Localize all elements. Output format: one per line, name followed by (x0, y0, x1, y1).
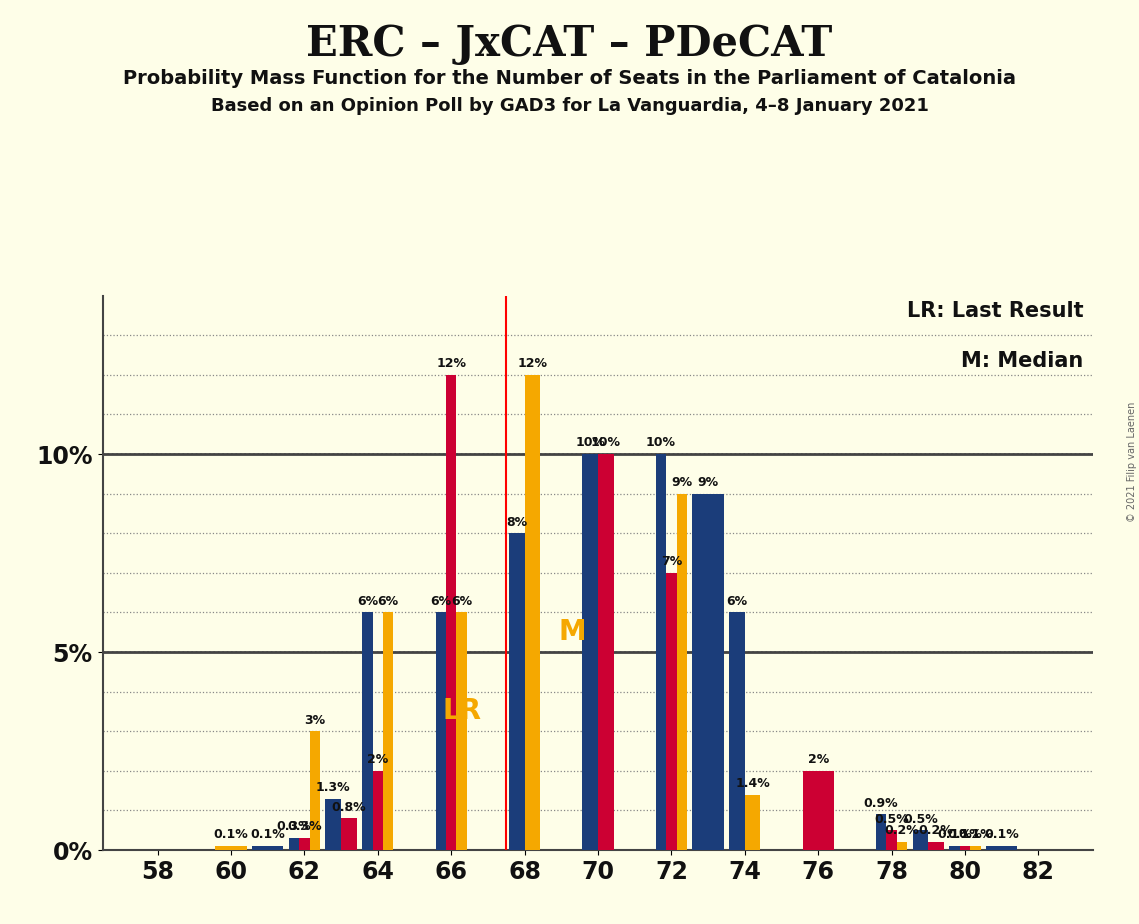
Text: 9%: 9% (671, 476, 693, 489)
Bar (876, 814, 886, 850)
Bar (457, 613, 467, 850)
Text: M: Median: M: Median (961, 351, 1083, 371)
Bar (986, 846, 1017, 850)
Text: LR: Last Result: LR: Last Result (907, 301, 1083, 322)
Bar (289, 838, 300, 850)
Text: 0.9%: 0.9% (863, 796, 899, 809)
Bar (928, 842, 944, 850)
Text: 6%: 6% (727, 595, 747, 608)
Text: 0.8%: 0.8% (331, 801, 366, 814)
Text: 8%: 8% (506, 516, 527, 529)
Text: ERC – JxCAT – PDeCAT: ERC – JxCAT – PDeCAT (306, 23, 833, 65)
Bar (803, 771, 834, 850)
Text: Based on an Opinion Poll by GAD3 for La Vanguardia, 4–8 January 2021: Based on an Opinion Poll by GAD3 for La … (211, 97, 928, 115)
Text: 6%: 6% (378, 595, 399, 608)
Bar (435, 613, 446, 850)
Text: 2%: 2% (808, 753, 829, 766)
Bar (372, 771, 383, 850)
Bar (886, 831, 896, 850)
Bar (383, 613, 393, 850)
Text: 0.1%: 0.1% (984, 829, 1019, 842)
Text: 0.1%: 0.1% (937, 829, 972, 842)
Bar (525, 375, 540, 850)
Text: 9%: 9% (697, 476, 719, 489)
Bar (252, 846, 284, 850)
Bar (582, 454, 598, 850)
Text: 0.2%: 0.2% (919, 824, 953, 837)
Bar (326, 798, 341, 850)
Bar (970, 846, 981, 850)
Bar (310, 731, 320, 850)
Bar (729, 613, 745, 850)
Text: © 2021 Filip van Laenen: © 2021 Filip van Laenen (1126, 402, 1137, 522)
Text: 2%: 2% (367, 753, 388, 766)
Text: 6%: 6% (431, 595, 451, 608)
Bar (300, 838, 310, 850)
Bar (656, 454, 666, 850)
Text: 10%: 10% (646, 436, 675, 449)
Bar (509, 533, 525, 850)
Text: 0.3%: 0.3% (287, 821, 321, 833)
Bar (341, 819, 357, 850)
Text: 6%: 6% (357, 595, 378, 608)
Bar (745, 795, 761, 850)
Bar (362, 613, 372, 850)
Text: 10%: 10% (575, 436, 605, 449)
Bar (950, 846, 960, 850)
Text: 0.1%: 0.1% (214, 829, 248, 842)
Text: 0.1%: 0.1% (251, 829, 285, 842)
Text: M: M (558, 618, 587, 646)
Bar (960, 846, 970, 850)
Text: 0.3%: 0.3% (277, 821, 311, 833)
Text: 0.1%: 0.1% (948, 829, 982, 842)
Bar (912, 831, 928, 850)
Text: 0.5%: 0.5% (903, 812, 937, 825)
Text: 12%: 12% (517, 358, 548, 371)
Bar (215, 846, 246, 850)
Text: 10%: 10% (591, 436, 621, 449)
Text: 7%: 7% (661, 555, 682, 568)
Bar (896, 842, 907, 850)
Text: Probability Mass Function for the Number of Seats in the Parliament of Catalonia: Probability Mass Function for the Number… (123, 69, 1016, 89)
Text: 12%: 12% (436, 358, 466, 371)
Bar (598, 454, 614, 850)
Text: 6%: 6% (451, 595, 473, 608)
Text: 3%: 3% (304, 713, 326, 726)
Text: 0.1%: 0.1% (958, 829, 993, 842)
Text: 1.4%: 1.4% (735, 777, 770, 790)
Bar (666, 573, 677, 850)
Bar (446, 375, 457, 850)
Text: 1.3%: 1.3% (316, 781, 351, 794)
Bar (677, 493, 687, 850)
Text: 0.2%: 0.2% (885, 824, 919, 837)
Text: 0.5%: 0.5% (875, 812, 909, 825)
Text: LR: LR (443, 698, 482, 725)
Bar (693, 493, 723, 850)
